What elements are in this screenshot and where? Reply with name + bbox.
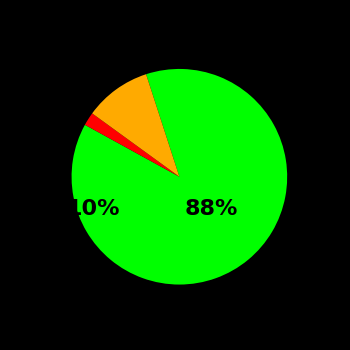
Wedge shape [85,113,179,177]
Wedge shape [72,69,287,285]
Text: 10%: 10% [66,199,120,219]
Wedge shape [92,74,179,177]
Text: 88%: 88% [185,199,238,219]
